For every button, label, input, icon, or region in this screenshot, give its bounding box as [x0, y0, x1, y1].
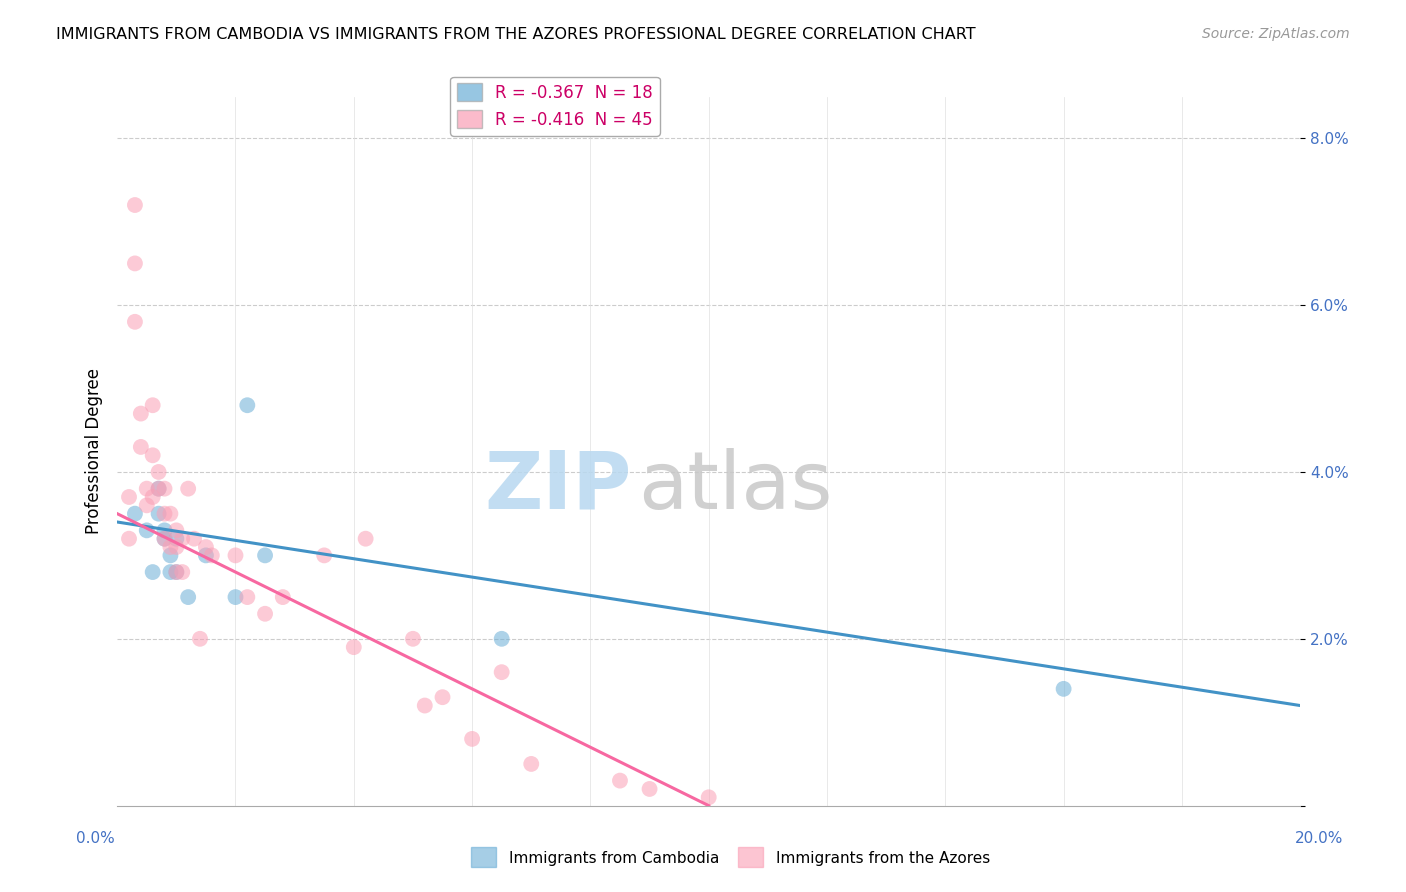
Point [177, 590, 200, 604]
Point [148, 507, 170, 521]
Text: IMMIGRANTS FROM CAMBODIA VS IMMIGRANTS FROM THE AZORES PROFESSIONAL DEGREE CORRE: IMMIGRANTS FROM CAMBODIA VS IMMIGRANTS F… [56, 27, 976, 42]
Point [172, 532, 194, 546]
Point [159, 507, 181, 521]
Point [124, 256, 146, 270]
Point [194, 549, 217, 563]
Point [135, 524, 157, 538]
Point [194, 540, 217, 554]
Point [135, 499, 157, 513]
Point [188, 632, 211, 646]
Point [413, 698, 436, 713]
Point [148, 482, 170, 496]
Point [142, 490, 165, 504]
Point [177, 482, 200, 496]
Point [159, 565, 181, 579]
Point [153, 524, 176, 538]
Point [153, 507, 176, 521]
Text: atlas: atlas [638, 448, 832, 525]
Point [124, 507, 146, 521]
Point [461, 731, 484, 746]
Point [142, 565, 165, 579]
Point [609, 773, 631, 788]
Point [165, 540, 187, 554]
Point [432, 690, 454, 705]
Text: 20.0%: 20.0% [1295, 831, 1343, 846]
Point [153, 482, 176, 496]
Point [402, 632, 425, 646]
Point [224, 590, 246, 604]
Point [165, 565, 187, 579]
Point [129, 440, 152, 454]
Point [124, 198, 146, 212]
Text: Immigrants from the Azores: Immigrants from the Azores [776, 851, 990, 865]
Point [314, 549, 336, 563]
Point [697, 790, 720, 805]
Legend: R = -0.367  N = 18, R = -0.416  N = 45: R = -0.367 N = 18, R = -0.416 N = 45 [450, 77, 659, 136]
Point [165, 565, 187, 579]
Point [520, 756, 543, 771]
Point [135, 482, 157, 496]
Point [129, 407, 152, 421]
Point [201, 549, 224, 563]
Point [254, 549, 277, 563]
Point [118, 490, 141, 504]
Point [165, 524, 187, 538]
Point [142, 398, 165, 412]
Point [271, 590, 294, 604]
Point [153, 532, 176, 546]
Point [148, 465, 170, 479]
Point [165, 532, 187, 546]
Point [354, 532, 377, 546]
Point [118, 532, 141, 546]
Point [142, 448, 165, 462]
Text: Immigrants from Cambodia: Immigrants from Cambodia [509, 851, 720, 865]
Text: 0.0%: 0.0% [76, 831, 115, 846]
Point [183, 532, 205, 546]
Point [159, 549, 181, 563]
Y-axis label: Professional Degree: Professional Degree [86, 368, 103, 534]
Point [224, 549, 246, 563]
Point [254, 607, 277, 621]
Point [124, 315, 146, 329]
Point [236, 590, 259, 604]
Point [236, 398, 259, 412]
Point [491, 632, 513, 646]
Point [148, 482, 170, 496]
Text: ZIP: ZIP [485, 448, 631, 525]
Text: Source: ZipAtlas.com: Source: ZipAtlas.com [1202, 27, 1350, 41]
Point [153, 532, 176, 546]
Point [343, 640, 366, 654]
Point [172, 565, 194, 579]
Point [159, 540, 181, 554]
Point [1052, 681, 1074, 696]
Point [491, 665, 513, 680]
Point [638, 781, 661, 796]
